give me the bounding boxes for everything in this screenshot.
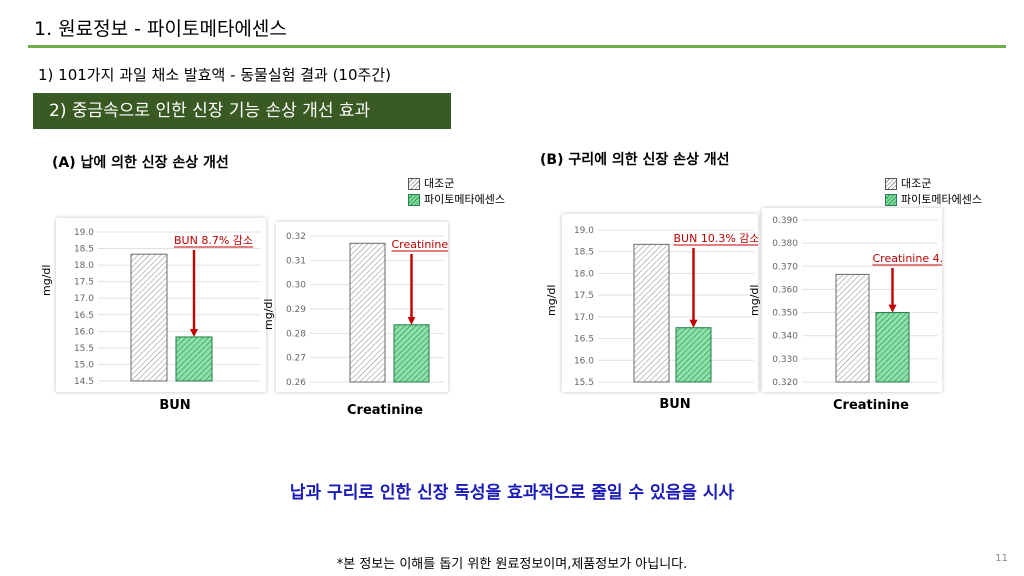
y-tick-label: 18.5 [574,248,594,258]
y-axis-label-1: mg/dl [262,298,275,330]
chart-a-creatinine: 0.32 0.31 0.30 0.29 0.28 0.27 0.26 Creatinine 1… [276,222,511,392]
y-tick-label: 16.5 [574,335,594,345]
y-tick-label: 14.5 [74,377,94,387]
chart-b-creatinine: 0.390 0.380 0.370 0.360 0.350 0.340 0.330 0.320… [762,208,985,392]
y-tick-label: 0.31 [286,256,306,266]
footnote: *본 정보는 이해를 돕기 위한 원료정보이며,제품정보가 아닙니다. [336,557,688,572]
y-tick-label: 16.0 [74,327,94,337]
y-tick-label: 0.32 [286,232,306,242]
y-axis-label-2: mg/dl [545,284,558,316]
bar-control [633,243,670,383]
y-tick-label: 15.0 [74,360,94,370]
legend-treatment-swatch [408,194,420,206]
y-tick-label: 18.5 [74,245,94,255]
y-tick-label: 18.0 [574,269,594,279]
legend-treatment-label: 파이토메타에센스 [901,193,982,206]
x-axis-caption-0: BUN [159,398,191,413]
y-tick-label: 0.360 [772,285,798,295]
bar-treatment [875,312,910,383]
legend-b: 대조군 파이토메타에센스 [885,176,982,208]
reduction-annotation: Creatinine 10.5% 감소 [392,238,449,251]
y-tick-label: 0.26 [286,378,306,388]
legend-control-swatch [408,178,420,190]
y-tick-label: 0.320 [772,378,798,388]
bar-control [835,273,870,383]
y-tick-label: 19.0 [574,226,594,236]
y-tick-label: 18.0 [74,261,94,271]
legend-a: 대조군 파이토메타에센스 [408,176,505,208]
panel-a-title: (A) 납에 의한 신장 손상 개선 [52,155,229,171]
bar-control [130,253,168,382]
y-tick-label: 0.370 [772,262,798,272]
y-tick-label: 15.5 [574,378,594,388]
y-tick-label: 0.380 [772,239,798,249]
y-tick-label: 16.5 [74,311,94,321]
y-tick-label: 0.27 [286,354,306,364]
bar-control [349,242,386,383]
bar-treatment [675,327,712,383]
x-axis-caption-2: BUN [659,397,691,412]
title-divider [28,45,1006,48]
y-tick-label: 0.30 [286,281,306,291]
bar-treatment [393,324,430,383]
y-tick-label: 17.0 [74,294,94,304]
y-tick-label: 0.29 [286,305,306,315]
chart-b-bun: 19.0 18.5 18.0 17.5 17.0 16.5 16.0 15.5 BUN 10.3… [562,214,760,392]
reduction-annotation: BUN 10.3% 감소 [674,232,759,245]
y-tick-label: 0.340 [772,332,798,342]
y-tick-label: 15.5 [74,344,94,354]
x-axis-caption-3: Creatinine [833,398,909,413]
y-axis-label-3: mg/dl [748,284,761,316]
legend-treatment-label: 파이토메타에센스 [424,193,505,206]
y-tick-label: 0.330 [772,355,798,365]
page-subtitle: 1) 101가지 과일 채소 발효액 - 동물실험 결과 (10주간) [38,66,391,84]
chart-a-bun: 19.0 18.5 18.0 17.5 17.0 16.5 16.0 15.5 15.0 14.5… [56,218,266,392]
legend-treatment-swatch [885,194,897,206]
y-tick-label: 0.28 [286,329,306,339]
y-tick-label: 17.0 [574,313,594,323]
y-tick-label: 0.350 [772,309,798,319]
section-banner: 2) 중금속으로 인한 신장 기능 손상 개선 효과 [33,93,451,129]
reduction-annotation: Creatinine 4.5% 감소 [873,252,943,265]
y-tick-label: 17.5 [74,278,94,288]
reduction-annotation: BUN 8.7% 감소 [174,234,253,247]
x-axis-caption-1: Creatinine [347,403,423,418]
legend-control-label: 대조군 [424,177,455,190]
y-axis-label-0: mg/dl [40,264,53,296]
y-tick-label: 17.5 [574,291,594,301]
page-number: 11 [995,553,1008,564]
page-title: 1. 원료정보 - 파이토메타에센스 [34,18,287,40]
y-tick-label: 0.390 [772,216,798,226]
panel-b-title: (B) 구리에 의한 신장 손상 개선 [540,152,730,168]
conclusion-text: 납과 구리로 인한 신장 독성을 효과적으로 줄일 수 있음을 시사 [289,483,735,503]
y-tick-label: 19.0 [74,228,94,238]
legend-control-swatch [885,178,897,190]
bar-treatment [175,336,213,382]
legend-control-label: 대조군 [901,177,932,190]
y-tick-label: 16.0 [574,356,594,366]
